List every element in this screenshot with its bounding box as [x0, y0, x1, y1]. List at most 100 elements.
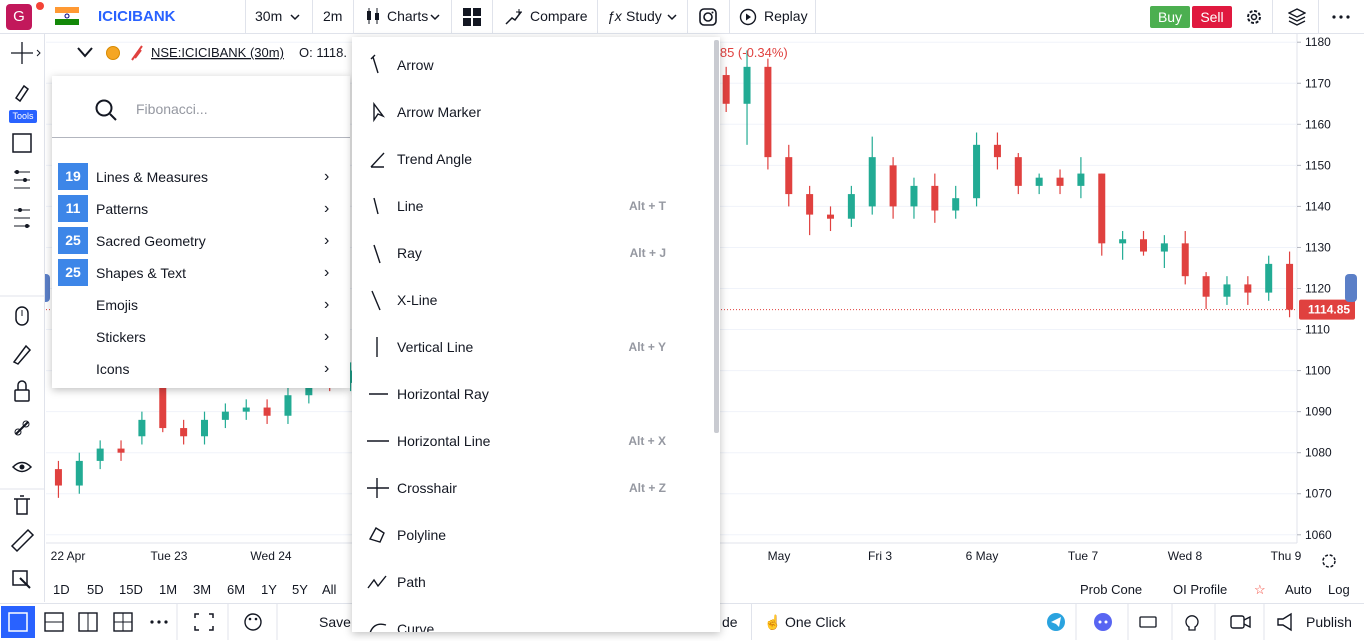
separator [1318, 0, 1319, 33]
auto-scale[interactable]: Auto [1285, 582, 1312, 597]
buy-button[interactable]: Buy [1150, 6, 1190, 28]
range-button[interactable]: 3M [193, 582, 212, 597]
x-tick-label: Wed 8 [1168, 549, 1203, 563]
category-label: Icons [96, 361, 130, 377]
right-handle[interactable] [1345, 274, 1357, 302]
category-label: Sacred Geometry [96, 233, 206, 249]
more-icon[interactable] [1332, 14, 1350, 20]
tool-item[interactable]: Horizontal Ray [352, 374, 712, 414]
interval[interactable]: 30m [255, 8, 283, 24]
tool-label: Arrow Marker [397, 104, 482, 120]
tool-item[interactable]: Trend Angle [352, 139, 712, 179]
social-buttons[interactable] [1040, 604, 1364, 640]
category-label: Emojis [96, 297, 139, 313]
category-label: Patterns [96, 201, 149, 217]
y-tick-label: 1100 [1305, 364, 1331, 378]
category-row[interactable]: Icons › [52, 354, 350, 384]
y-tick-label: 1110 [1305, 323, 1330, 337]
charts-button[interactable]: Charts [387, 8, 429, 24]
instagram-icon[interactable] [699, 8, 717, 26]
range-button[interactable]: 1M [159, 582, 178, 597]
range-button[interactable]: 6M [227, 582, 246, 597]
tool-item[interactable]: Path [352, 562, 712, 602]
tool-item[interactable]: Curve [352, 609, 712, 632]
tool-item[interactable]: Arrow Marker [352, 92, 712, 132]
candle-body [138, 419, 146, 437]
range-button[interactable]: 1Y [261, 582, 277, 597]
tool-item[interactable]: Crosshair Alt + Z [352, 468, 712, 508]
trade-button[interactable]: de [722, 614, 738, 630]
sell-button[interactable]: Sell [1192, 6, 1232, 28]
category-row[interactable]: 19 Lines & Measures › [52, 162, 350, 192]
candle-body [910, 185, 918, 207]
candle-body [201, 419, 208, 437]
range-button[interactable]: All [322, 582, 337, 597]
tool-icon-path [373, 101, 386, 123]
replay-button[interactable]: Replay [764, 8, 808, 24]
tool-item[interactable]: Polyline [352, 515, 712, 555]
tool-item[interactable]: Arrow [352, 45, 712, 85]
collapse-icon[interactable] [77, 47, 93, 58]
divider [52, 137, 350, 138]
x-tick-label: May [768, 549, 791, 563]
category-row[interactable]: 11 Patterns › [52, 194, 350, 224]
symbol[interactable]: ICICIBANK [98, 8, 176, 25]
candle-body [722, 75, 730, 104]
y-tick-label: 1090 [1305, 405, 1332, 419]
category-row[interactable]: 25 Shapes & Text › [52, 258, 350, 288]
tool-item[interactable]: Horizontal Line Alt + X [352, 421, 712, 461]
legend-symbol[interactable]: NSE:ICICIBANK (30m) [151, 45, 284, 60]
tool-label: Crosshair [397, 480, 457, 496]
layers-icon[interactable] [1288, 8, 1306, 26]
oi-profile[interactable]: OI Profile [1173, 582, 1228, 597]
candle-body [993, 144, 1001, 158]
publish-button[interactable]: Publish [1306, 614, 1352, 630]
tool-item[interactable]: Ray Alt + J [352, 233, 712, 273]
search-placeholder[interactable]: Fibonacci... [136, 101, 208, 117]
category-row[interactable]: Emojis › [52, 290, 350, 320]
tool-icon [373, 197, 379, 215]
prob-cone[interactable]: Prob Cone [1080, 582, 1143, 597]
tool-icon [367, 478, 389, 498]
layout-icon[interactable] [463, 8, 481, 26]
candle-body [1035, 177, 1043, 186]
tool-label: Polyline [397, 527, 447, 543]
star-icon[interactable]: ☆ [1254, 582, 1266, 597]
study-button[interactable]: Study [626, 8, 662, 24]
left-handle[interactable] [45, 274, 50, 302]
settings-icon[interactable] [1245, 8, 1263, 26]
candle-body [1119, 239, 1127, 244]
tool-item[interactable]: Line Alt + T [352, 186, 712, 226]
avatar[interactable]: G [6, 4, 32, 30]
axis-settings-icon[interactable] [1322, 554, 1336, 568]
candle-body [1181, 243, 1189, 277]
range-button[interactable]: 5Y [292, 582, 308, 597]
toolbar-icons [0, 42, 44, 589]
separator [729, 0, 730, 33]
category-row[interactable]: 25 Sacred Geometry › [52, 226, 350, 256]
scrollbar[interactable] [714, 40, 719, 433]
layout-buttons[interactable] [0, 604, 290, 640]
range-button[interactable]: 15D [119, 582, 143, 597]
candle-body [1286, 263, 1294, 310]
interval-2[interactable]: 2m [323, 8, 343, 24]
save-button[interactable]: Save [319, 614, 351, 630]
y-tick-label: 1070 [1305, 487, 1332, 501]
one-click-button[interactable]: One Click [785, 614, 846, 630]
x-tick-label: Fri 3 [868, 549, 892, 563]
chevron [667, 14, 677, 21]
tool-icon [370, 152, 385, 168]
tool-item[interactable]: X-Line [352, 280, 712, 320]
hand-icon: ☝ [764, 614, 782, 630]
candle-body [1014, 157, 1022, 186]
last-price-label: 1114.85 [1308, 303, 1350, 317]
compare-button[interactable]: Compare [530, 8, 588, 24]
log-scale[interactable]: Log [1328, 582, 1350, 597]
tool-shortcut: Alt + X [628, 434, 666, 448]
tool-item[interactable]: Vertical Line Alt + Y [352, 327, 712, 367]
candle-body [180, 428, 188, 437]
category-row[interactable]: Stickers › [52, 322, 350, 352]
range-button[interactable]: 1D [53, 582, 70, 597]
range-button[interactable]: 5D [87, 582, 104, 597]
category-count: 25 [58, 227, 88, 254]
